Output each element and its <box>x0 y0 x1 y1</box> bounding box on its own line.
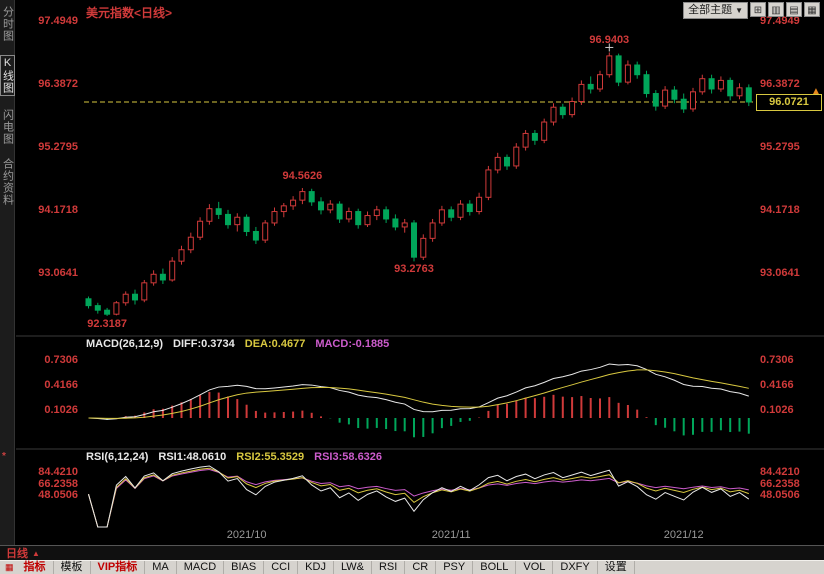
status-bar: 日线 ▲ <box>0 545 824 560</box>
toolbar-item-6[interactable]: CCI <box>264 561 299 574</box>
layout-quad-button[interactable]: ▦ <box>804 2 820 17</box>
toolbar-item-4[interactable]: MACD <box>177 561 225 574</box>
toolbar-item-8[interactable]: LW& <box>334 561 372 574</box>
top-controls: 全部主题 ▼ ⊞ ▥ ▤ ▦ <box>683 2 820 19</box>
toolbar-item-10[interactable]: CR <box>405 561 437 574</box>
sidebar-item-time-chart[interactable]: 分时图 <box>1 6 14 42</box>
theme-dropdown[interactable]: 全部主题 ▼ <box>683 2 748 19</box>
toolbar-item-5[interactable]: BIAS <box>224 561 265 574</box>
toolbar-item-3[interactable]: MA <box>145 561 177 574</box>
period-expand-arrow-icon[interactable]: ▲ <box>32 548 40 558</box>
toolbar-item-12[interactable]: BOLL <box>473 561 517 574</box>
layout-split-vertical-button[interactable]: ▥ <box>768 2 784 17</box>
toolbar-item-2[interactable]: VIP指标 <box>91 561 146 574</box>
sidebar-item-contract-info[interactable]: 合约资料 <box>1 158 14 206</box>
toolbar-item-14[interactable]: DXFY <box>553 561 598 574</box>
layout-grid-button[interactable]: ⊞ <box>750 2 766 17</box>
toolbar-item-9[interactable]: RSI <box>372 561 406 574</box>
left-sidebar: 分时图 K线图 闪电图 合约资料 <box>0 0 15 545</box>
indicator-toolbar: ▦ 指标 模板 VIP指标 MA MACD BIAS CCI KDJ LW& RSI CR PSY BO… <box>0 560 824 574</box>
price-alert-arrow-icon[interactable]: ▲ <box>811 85 821 97</box>
sidebar-item-kline-chart[interactable]: K线图 <box>0 55 15 96</box>
layout-split-horizontal-button[interactable]: ▤ <box>786 2 802 17</box>
sidebar-item-flash-chart[interactable]: 闪电图 <box>1 109 14 145</box>
chevron-down-icon: ▼ <box>735 6 743 15</box>
toolbar-item-11[interactable]: PSY <box>436 561 474 574</box>
indicator-grid-icon: ▦ <box>5 562 14 572</box>
chart-title: 美元指数<日线> <box>86 6 173 20</box>
period-selector[interactable]: 日线 <box>6 548 28 560</box>
toolbar-item-15[interactable]: 设置 <box>598 561 635 574</box>
toolbar-item-13[interactable]: VOL <box>516 561 554 574</box>
toolbar-item-7[interactable]: KDJ <box>298 561 334 574</box>
toolbar-item-0[interactable]: 指标 <box>17 561 54 574</box>
toolbar-item-1[interactable]: 模板 <box>54 561 91 574</box>
theme-dropdown-label: 全部主题 <box>688 4 733 16</box>
chart-canvas[interactable] <box>0 0 824 546</box>
last-price-tag: 96.0721 <box>756 93 822 111</box>
pane-settings-icon[interactable]: * <box>2 451 6 462</box>
